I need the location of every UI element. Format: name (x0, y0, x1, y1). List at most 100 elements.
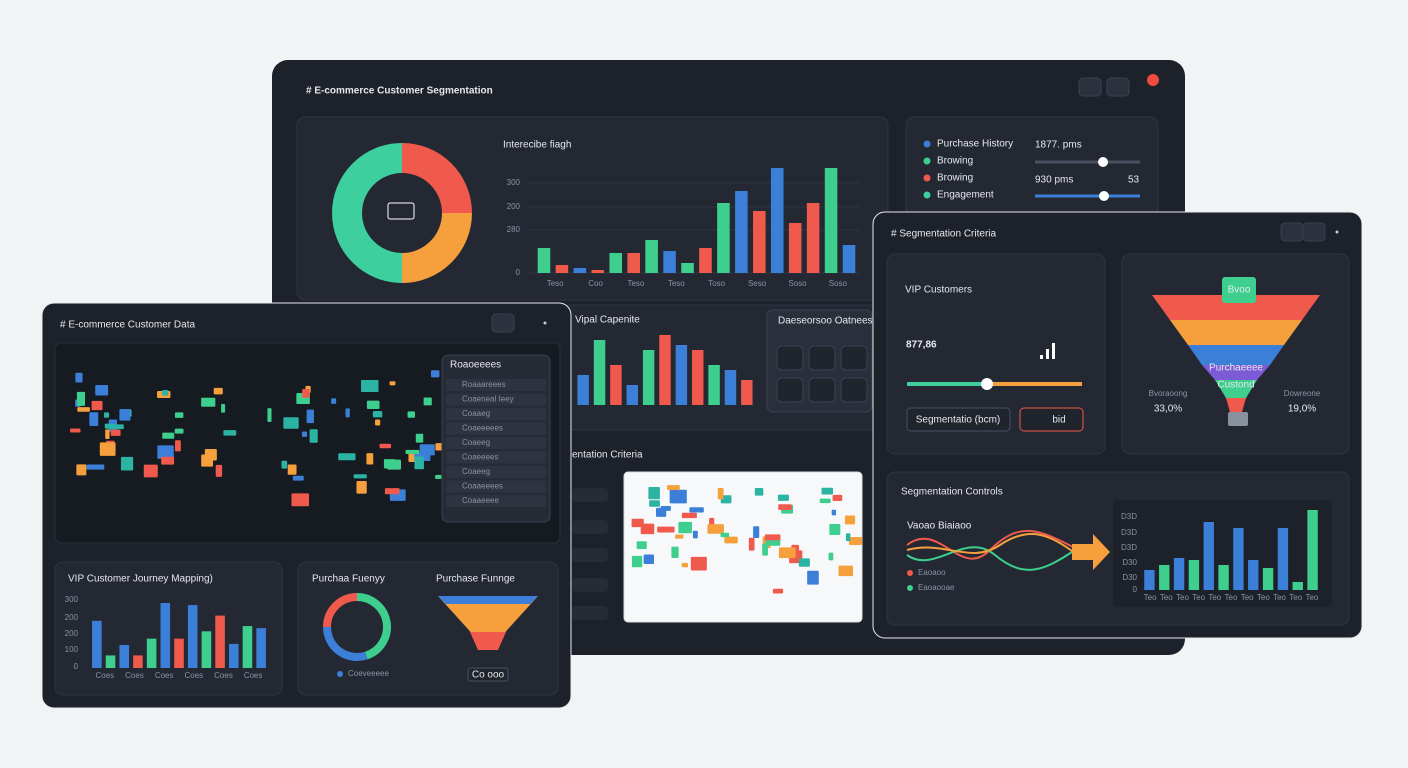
table-cell: Coaaeeee (462, 496, 499, 505)
slider-knob[interactable] (981, 378, 993, 390)
map-region (819, 498, 831, 504)
map-region (77, 407, 90, 412)
map-region (374, 419, 381, 426)
icon-button[interactable] (491, 313, 515, 333)
menu-dots[interactable] (1335, 230, 1339, 234)
map-region (174, 412, 184, 418)
legend-label: Coeveeeee (348, 669, 389, 678)
map-region (762, 543, 768, 556)
map-region (291, 493, 310, 507)
map-region (631, 518, 644, 528)
stat: 1877. pms (1035, 140, 1082, 151)
tool-button[interactable] (840, 345, 868, 371)
wave (906, 546, 1076, 571)
menu-dots[interactable] (543, 321, 547, 325)
map-region (99, 442, 116, 456)
x-tick-label: Coes (214, 671, 233, 680)
map-region (753, 526, 760, 539)
tool-button[interactable] (840, 377, 868, 403)
table-row[interactable] (446, 451, 546, 464)
map-region (648, 491, 656, 499)
map-region (301, 431, 308, 437)
map-region (309, 429, 318, 443)
x-tick-label: Teo (1192, 593, 1205, 602)
table-row[interactable] (446, 408, 546, 420)
y-tick-label: 0 (74, 662, 79, 671)
map-region (821, 487, 834, 495)
table-cell: Coaeeg (462, 467, 490, 476)
bar (724, 370, 737, 405)
wave (906, 532, 1076, 554)
legend-dot (337, 671, 343, 677)
tool-button[interactable] (776, 377, 804, 403)
icon-button[interactable] (1280, 222, 1304, 242)
map-region (778, 504, 792, 510)
bar (1188, 560, 1200, 590)
map-region (832, 494, 843, 502)
window-title: # E-commerce Customer Segmentation (306, 86, 493, 97)
stage-label: Custond (1217, 380, 1254, 391)
bar (1203, 522, 1214, 590)
bar (1159, 565, 1170, 590)
button-label: Co ooo (472, 670, 505, 681)
slider-knob[interactable] (1098, 157, 1108, 167)
bar (741, 380, 753, 405)
bar (659, 335, 671, 405)
map-region (204, 448, 217, 461)
tool-button[interactable] (808, 345, 836, 371)
map-region (91, 400, 103, 411)
slider-knob[interactable] (1099, 191, 1109, 201)
table-row[interactable] (446, 480, 546, 493)
stat: 53 (1128, 175, 1140, 186)
bar (1307, 510, 1318, 590)
panel-title: Purchase Funnge (436, 574, 515, 585)
icon-button[interactable] (1302, 222, 1326, 242)
chart-area (1113, 500, 1332, 607)
table-header: Roaoeeees (450, 360, 501, 371)
table-cell: Roaaareees (462, 380, 506, 389)
table-row[interactable] (446, 393, 546, 406)
map-region (667, 485, 680, 490)
table-row[interactable] (446, 466, 546, 478)
panel-title: Segmentation Controls (901, 487, 1003, 498)
x-tick-label: Teo (1225, 593, 1238, 602)
map-region (828, 552, 834, 561)
button[interactable] (467, 667, 509, 682)
map-region (807, 570, 819, 585)
control-row[interactable] (572, 578, 608, 592)
bar (228, 643, 239, 668)
chart-subtitle: Vaoao Biaiaoo (907, 521, 972, 532)
tool-button[interactable] (776, 345, 804, 371)
map-region (692, 530, 698, 539)
bar (692, 350, 704, 405)
table-row[interactable] (446, 437, 546, 449)
map-region (387, 459, 402, 470)
button[interactable] (1019, 407, 1084, 432)
map-region (361, 380, 379, 393)
bar (627, 253, 640, 273)
map-region (86, 464, 105, 470)
table-row[interactable] (446, 495, 546, 507)
map-region (215, 464, 223, 477)
trend-icon (1040, 355, 1043, 359)
control-row[interactable] (572, 606, 608, 620)
bar (133, 655, 143, 668)
button[interactable] (906, 407, 1011, 432)
funnel-stage (1170, 320, 1302, 345)
funnel-stage (1215, 380, 1257, 398)
table-row[interactable] (446, 379, 546, 391)
table-cell: Coaeeees (462, 453, 498, 462)
control-row[interactable] (572, 548, 608, 562)
icon-button[interactable] (1078, 77, 1102, 97)
table-row[interactable] (446, 422, 546, 435)
bar (824, 168, 838, 273)
control-row[interactable] (572, 520, 608, 534)
map-region (162, 432, 175, 439)
icon-button[interactable] (1106, 77, 1130, 97)
funnel (438, 596, 538, 604)
bar (591, 270, 605, 273)
control-row[interactable] (572, 488, 608, 502)
map-region (103, 412, 110, 418)
tool-button[interactable] (808, 377, 836, 403)
trend-icon (1046, 349, 1049, 359)
